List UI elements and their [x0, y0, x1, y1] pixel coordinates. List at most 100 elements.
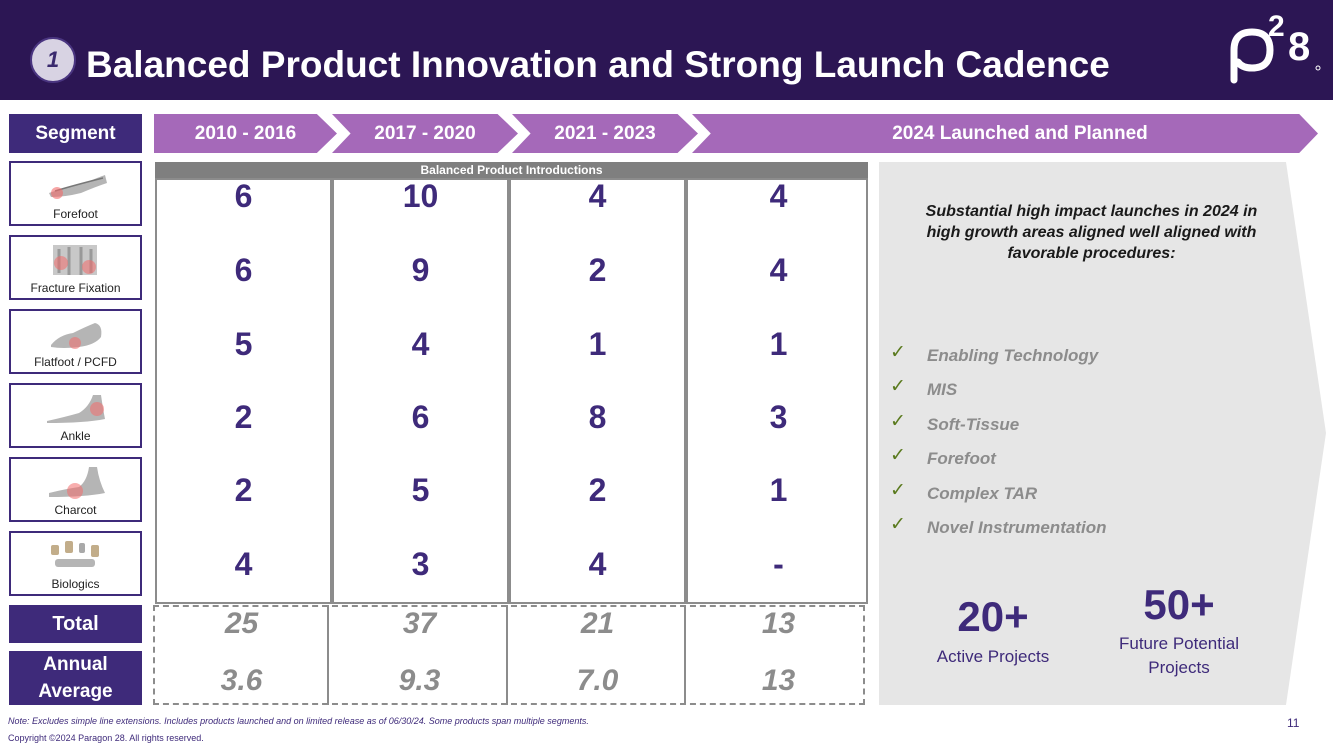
segment-biologics: Biologics — [9, 531, 142, 596]
forefoot-bone-icon — [49, 175, 107, 199]
segment-label: Biologics — [51, 577, 100, 591]
cell-value: 6 — [234, 178, 253, 214]
segment-label: Ankle — [60, 429, 91, 443]
cell-value: 2 — [234, 399, 253, 435]
checkmark-icon: ✓ — [890, 376, 906, 397]
ankle-bone-icon — [47, 395, 105, 423]
biologics-icon — [51, 541, 99, 567]
total-value: 13 — [761, 607, 796, 640]
segment-charcot: Charcot — [9, 457, 142, 522]
annual-average-label-line2: Average — [38, 681, 113, 702]
cell-value: 4 — [588, 178, 607, 214]
paragon-28-logo: 2 8 — [1230, 10, 1321, 84]
header-bar — [0, 0, 1333, 100]
footnote: Note: Excludes simple line extensions. I… — [8, 716, 589, 726]
period-header-2021-2023: 2021 - 2023 — [512, 114, 698, 153]
checkmark-icon: ✓ — [890, 514, 906, 535]
cell-value: 4 — [769, 252, 788, 288]
cell-value: 3 — [411, 546, 430, 582]
section-number-badge: 1 — [30, 37, 76, 83]
segment-forefoot: Forefoot — [9, 161, 142, 226]
future-projects-value: 50+ — [1143, 581, 1215, 628]
totals-divider — [684, 605, 686, 705]
future-projects-label-line2: Projects — [1148, 658, 1210, 677]
balanced-introductions-subheader: Balanced Product Introductions — [155, 162, 868, 178]
column-2021-2023 — [509, 178, 686, 604]
segment-ankle: Ankle — [9, 383, 142, 448]
totals-divider — [506, 605, 508, 705]
cell-value: 2 — [234, 472, 253, 508]
highlight-item: Complex TAR — [927, 484, 1038, 503]
totals-dashed-box — [153, 605, 865, 705]
copyright: Copyright ©2024 Paragon 28. All rights r… — [8, 733, 204, 743]
total-value: 21 — [580, 607, 615, 640]
period-header-2024: 2024 Launched and Planned — [692, 114, 1318, 153]
cell-value: 6 — [411, 399, 430, 435]
svg-text:8: 8 — [1288, 25, 1310, 69]
charcot-bone-icon — [49, 467, 105, 499]
column-2017-2020 — [332, 178, 509, 604]
total-value: 37 — [402, 607, 437, 640]
cell-value: - — [773, 546, 784, 582]
flatfoot-bone-icon — [51, 323, 102, 349]
cell-value: 8 — [588, 399, 607, 435]
highlight-item: MIS — [927, 380, 958, 399]
cell-value: 3 — [769, 399, 788, 435]
column-2010-2016 — [155, 178, 332, 604]
column-2024 — [686, 178, 868, 604]
cell-value: 4 — [411, 326, 430, 362]
period-header-2017-2020: 2017 - 2020 — [332, 114, 518, 153]
checkmark-icon: ✓ — [890, 445, 906, 466]
svg-text:2: 2 — [1268, 10, 1285, 43]
annual-average-label: Annual Average — [9, 651, 142, 705]
checkmark-icon: ✓ — [890, 411, 906, 432]
checkmark-icon: ✓ — [890, 480, 906, 501]
average-value: 7.0 — [576, 664, 619, 697]
cell-value: 4 — [588, 546, 607, 582]
average-value: 3.6 — [220, 664, 263, 697]
slide-title: Balanced Product Innovation and Strong L… — [86, 44, 1110, 85]
cell-value: 9 — [411, 252, 430, 288]
segment-header: Segment — [9, 114, 142, 153]
highlight-item: Soft-Tissue — [927, 415, 1020, 434]
segment-label: Fracture Fixation — [30, 281, 121, 295]
segment-label: Flatfoot / PCFD — [34, 355, 117, 369]
fracture-fixation-icon — [53, 245, 97, 275]
highlight-item: Enabling Technology — [927, 346, 1099, 365]
cell-value: 2 — [588, 472, 607, 508]
cell-value: 1 — [588, 326, 607, 362]
cell-value: 5 — [234, 326, 253, 362]
future-projects-label: Future Potential Projects — [1089, 632, 1269, 680]
cell-value: 6 — [234, 252, 253, 288]
future-projects-label-line1: Future Potential — [1118, 634, 1239, 653]
active-projects-value: 20+ — [957, 593, 1029, 640]
total-value: 25 — [224, 607, 259, 640]
impact-headline-line2: high growth areas aligned well aligned w… — [926, 224, 1257, 241]
cell-value: 2 — [588, 252, 607, 288]
average-value: 9.3 — [398, 664, 441, 697]
page-number: 11 — [1287, 716, 1300, 730]
highlight-item: Forefoot — [927, 449, 996, 468]
impact-headline-line1: Substantial high impact launches in 2024… — [925, 203, 1258, 220]
active-projects-label: Active Projects — [936, 647, 1050, 666]
cell-value: 4 — [769, 178, 788, 214]
segment-label: Charcot — [54, 503, 97, 517]
segment-fracture-fixation: Fracture Fixation — [9, 235, 142, 300]
total-label: Total — [9, 605, 142, 643]
period-header-2010-2016: 2010 - 2016 — [154, 114, 337, 153]
impact-headline: Substantial high impact launches in 2024… — [905, 201, 1278, 264]
annual-average-label-line1: Annual — [43, 654, 108, 675]
cell-value: 10 — [402, 178, 439, 214]
totals-divider — [327, 605, 329, 705]
cell-value: 1 — [769, 472, 788, 508]
cell-value: 1 — [769, 326, 788, 362]
average-value: 13 — [761, 664, 796, 697]
cell-value: 4 — [234, 546, 253, 582]
checkmark-icon: ✓ — [890, 342, 906, 363]
segment-label: Forefoot — [53, 207, 98, 221]
highlight-item: Novel Instrumentation — [927, 518, 1107, 537]
launch-highlights-panel — [879, 162, 1326, 705]
impact-headline-line3: favorable procedures: — [1007, 245, 1176, 262]
cell-value: 5 — [411, 472, 430, 508]
segment-flatfoot-pcfd: Flatfoot / PCFD — [9, 309, 142, 374]
